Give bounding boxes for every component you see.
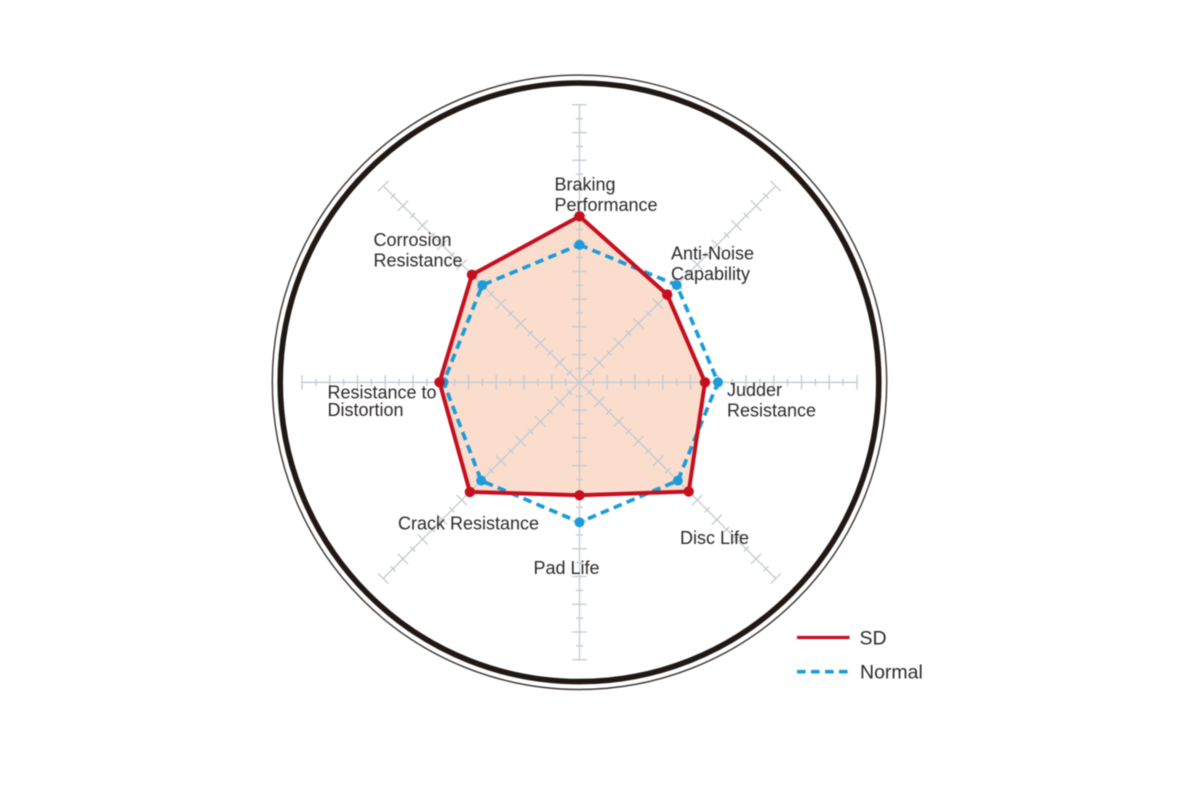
- svg-text:Capability: Capability: [671, 264, 750, 284]
- svg-text:Corrosion: Corrosion: [374, 230, 452, 250]
- svg-text:Performance: Performance: [555, 195, 658, 215]
- svg-text:Distortion: Distortion: [328, 400, 404, 420]
- svg-text:Disc Life: Disc Life: [680, 528, 749, 548]
- svg-text:Resistance to: Resistance to: [328, 382, 437, 402]
- svg-text:Anti-Noise: Anti-Noise: [671, 244, 754, 264]
- svg-text:Resistance: Resistance: [374, 250, 463, 270]
- svg-text:SD: SD: [860, 628, 887, 650]
- svg-text:Judder: Judder: [727, 380, 782, 400]
- svg-text:Crack Resistance: Crack Resistance: [398, 514, 539, 534]
- svg-text:Resistance: Resistance: [727, 400, 816, 420]
- svg-text:Normal: Normal: [860, 661, 923, 683]
- svg-text:Pad Life: Pad Life: [534, 558, 600, 578]
- svg-text:Braking: Braking: [555, 175, 616, 195]
